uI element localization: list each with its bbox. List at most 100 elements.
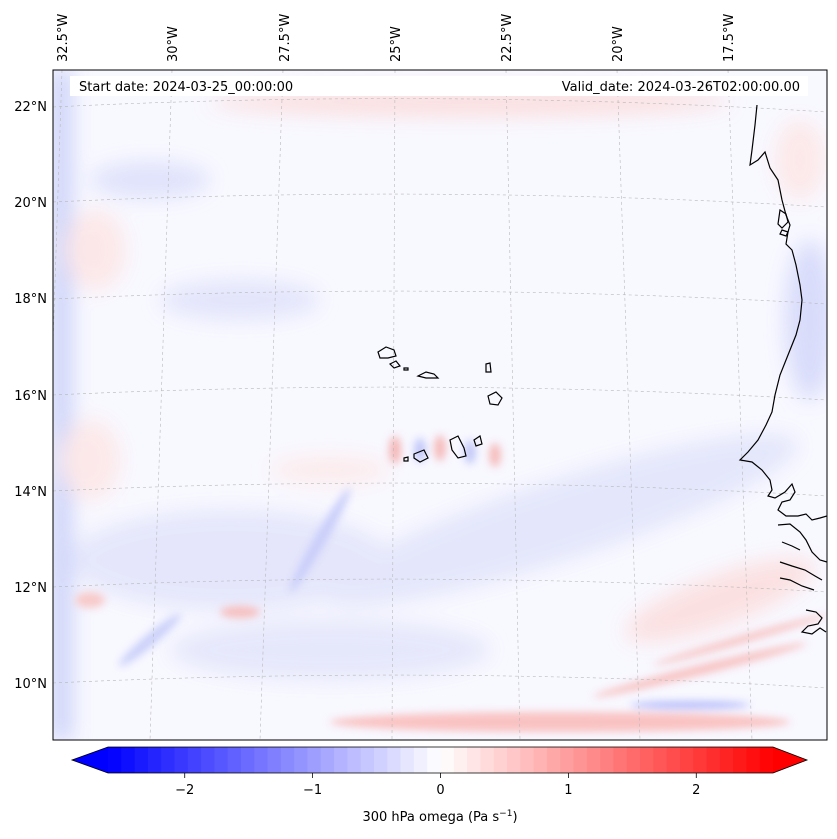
start-date-label: Start date: 2024-03-25_00:00:00 <box>79 80 293 95</box>
colorbar-outline <box>70 746 809 774</box>
colorbar-cell <box>600 747 614 773</box>
colorbar-cell <box>254 747 269 773</box>
lon-label: 22.5°W <box>500 14 515 62</box>
island-brava <box>403 456 409 462</box>
africa-coastline <box>738 104 827 521</box>
omega-blue-streak-1 <box>289 487 351 593</box>
longitude-labels: 32.5°W 30°W 27.5°W 25°W 22.5°W 20°W 17.5… <box>56 14 737 62</box>
colorbar-cell <box>241 747 255 773</box>
omega-south-red-strip-2 <box>593 642 807 698</box>
colorbar-cell <box>360 747 375 773</box>
parallel-22n <box>53 98 827 113</box>
omega-diagonal-band <box>321 433 799 607</box>
map-panel: Start date: 2024-03-25_00:00:00 Valid_da… <box>52 69 828 741</box>
coast-bijagos <box>777 523 827 563</box>
colorbar-cell <box>134 747 149 773</box>
parallel-14n <box>53 482 827 497</box>
colorbar-cell <box>294 747 309 773</box>
colorbar-cell <box>453 747 468 773</box>
colorbar-cell <box>626 747 641 773</box>
colorbar-cell <box>560 747 575 773</box>
island-sao-nicolau <box>416 371 440 379</box>
coast-guinea <box>779 561 823 581</box>
omega-island-wave-3 <box>434 435 446 461</box>
omega-island-wave-4 <box>464 440 476 464</box>
colorbar-cell <box>280 747 295 773</box>
colorbar-cell <box>121 747 136 773</box>
parallel-16n <box>53 386 827 401</box>
meridian-17-5w <box>727 70 753 740</box>
colorbar-cell <box>187 747 202 773</box>
omega-patch-central-west <box>160 280 320 320</box>
lat-label: 18°N <box>14 292 47 307</box>
omega-south-blue-strip <box>630 701 750 709</box>
coast-senegal-inlet <box>781 541 801 551</box>
colorbar-cell <box>147 747 162 773</box>
colorbar-cell <box>679 747 694 773</box>
omega-island-wave-5 <box>489 443 501 467</box>
colorbar-cell <box>440 747 455 773</box>
lon-label: 30°W <box>166 26 181 62</box>
colorbar-tick-label: 1 <box>564 783 572 798</box>
colorbar-cell <box>613 747 628 773</box>
omega-patch-nw-positive <box>65 210 125 290</box>
island-sal <box>485 362 492 373</box>
colorbar-cell <box>507 747 521 773</box>
colorbar-cell <box>746 747 761 773</box>
omega-south-strip <box>330 712 790 732</box>
lon-label: 17.5°W <box>722 14 737 62</box>
omega-island-wave-2 <box>414 438 426 462</box>
omega-patch-se-positive <box>625 558 815 642</box>
parallel-18n <box>53 290 827 305</box>
lon-label: 27.5°W <box>278 14 293 62</box>
omega-patch-sw <box>70 510 390 610</box>
coast-sierra <box>800 609 827 635</box>
colorbar-tick-label: 2 <box>692 783 700 798</box>
colorbar-cell <box>201 747 215 773</box>
colorbar-cell <box>108 747 122 773</box>
colorbar-cell <box>666 747 681 773</box>
date-banner-background <box>70 76 808 96</box>
colorbar-high-extension <box>773 747 807 773</box>
colorbar-cell <box>161 747 176 773</box>
colorbar-cell <box>307 747 322 773</box>
colorbar-cell <box>653 747 668 773</box>
colorbar-cell <box>334 747 348 773</box>
valid-date-label: Valid_date: 2024-03-26T02:00:00.00 <box>562 80 800 95</box>
colorbar-cell <box>520 747 535 773</box>
island-santiago <box>449 435 467 459</box>
colorbar-cell <box>400 747 415 773</box>
colorbar-cell <box>227 747 242 773</box>
omega-island-wave-1 <box>389 436 401 464</box>
colorbar-cell <box>586 747 601 773</box>
colorbar-cell <box>546 747 561 773</box>
colorbar-cell <box>493 747 508 773</box>
colorbar-cell <box>413 747 428 773</box>
latitude-labels: 22°N 20°N 18°N 16°N 14°N 12°N 10°N <box>14 100 47 692</box>
lat-label: 14°N <box>14 485 47 500</box>
meridian-25w <box>391 70 396 740</box>
colorbar-cells <box>108 747 774 773</box>
coast-small-isle-north-2 <box>779 229 789 237</box>
colorbar-cell <box>693 747 708 773</box>
colorbar-tick-label: −2 <box>175 783 194 798</box>
island-santo-antao <box>377 346 397 359</box>
island-santa-luzia <box>403 367 409 371</box>
island-fogo <box>413 449 429 463</box>
omega-patch-nw <box>90 162 210 198</box>
colorbar-low-extension <box>72 747 108 773</box>
lat-label: 20°N <box>14 196 47 211</box>
omega-patch-south <box>170 620 490 680</box>
parallel-10n <box>53 674 827 689</box>
map-border <box>52 69 828 741</box>
omega-patch-east-positive <box>775 120 825 200</box>
meridian-22-5w <box>505 70 521 740</box>
island-boa-vista <box>487 391 503 406</box>
omega-patch-central-positive <box>270 456 390 484</box>
colorbar-cell <box>733 747 747 773</box>
colorbar-label: 300 hPa omega (Pa s−1) <box>362 809 517 825</box>
colorbar-cell <box>174 747 189 773</box>
colorbar-cell <box>467 747 481 773</box>
colorbar-cell <box>374 747 388 773</box>
omega-south-red-strip-3 <box>653 614 827 666</box>
